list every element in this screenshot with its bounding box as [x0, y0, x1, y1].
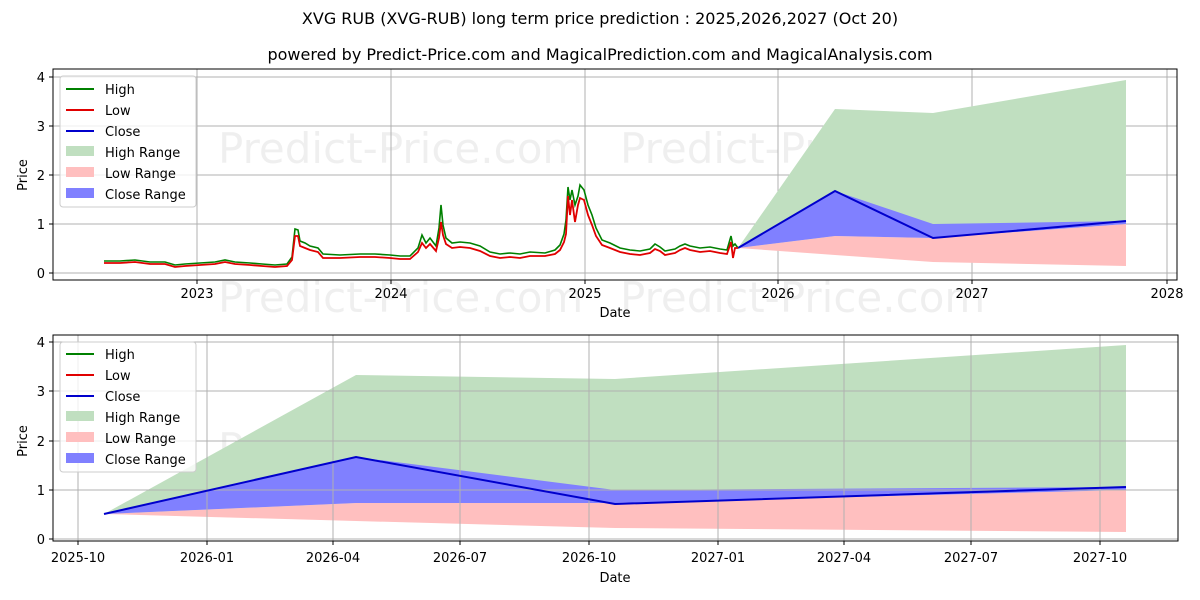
x-tick-label: 2027-04 [817, 551, 871, 566]
bottom-x-ticks [77, 541, 1101, 545]
y-tick-label: 4 [37, 71, 45, 86]
legend-close-label: Close [105, 390, 140, 405]
close-forecast-line [737, 189, 1127, 249]
y-axis-label: Price [16, 425, 31, 457]
top-chart: Predict-Price.com Predict-Price.com Pred… [16, 68, 1184, 322]
y-tick-label: 3 [37, 120, 45, 135]
y-tick-label: 0 [37, 267, 45, 282]
x-axis-label: Date [599, 571, 630, 586]
low-line [104, 195, 738, 268]
legend-high-range-swatch [66, 146, 94, 156]
x-tick-label: 2023 [180, 287, 213, 302]
legend-close-label: Close [105, 125, 140, 140]
y-tick-label: 0 [37, 533, 45, 548]
x-tick-label: 2024 [374, 287, 407, 302]
x-tick-label: 2025 [568, 287, 601, 302]
y-axis-label: Price [16, 159, 31, 191]
bottom-y-ticks [49, 341, 53, 540]
bottom-axes-frame [52, 334, 1179, 542]
high-line [104, 183, 739, 266]
legend-close-range-label: Close Range [105, 188, 186, 203]
top-x-ticks [196, 280, 1168, 284]
chart-subtitle: powered by Predict-Price.com and Magical… [267, 45, 933, 64]
top-legend: High Low Close High Range Low Range Clos… [59, 75, 197, 208]
legend-high-label: High [105, 83, 135, 98]
x-tick-label: 2026 [761, 287, 794, 302]
legend-close-range-swatch [66, 453, 94, 463]
x-tick-label: 2026-01 [180, 551, 234, 566]
x-tick-label: 2027-07 [944, 551, 998, 566]
watermark: Predict-Price.com [218, 273, 583, 322]
low-range-area [104, 490, 1126, 532]
legend-low-label: Low [105, 104, 131, 119]
x-tick-label: 2026-10 [562, 551, 616, 566]
legend-high-range-swatch [66, 411, 94, 421]
legend-low-range-swatch [66, 432, 94, 442]
y-tick-label: 1 [37, 484, 45, 499]
x-tick-label: 2026-07 [433, 551, 487, 566]
x-axis-label: Date [599, 306, 630, 321]
legend-high-range-label: High Range [105, 411, 180, 426]
x-tick-label: 2027-10 [1073, 551, 1127, 566]
x-tick-label: 2027-01 [691, 551, 745, 566]
close-range-area [104, 457, 1126, 514]
top-y-ticks [49, 76, 53, 274]
legend-high-range-label: High Range [105, 146, 180, 161]
watermark: Predict-Price.com [620, 273, 985, 322]
legend-high-label: High [105, 348, 135, 363]
legend-low-label: Low [105, 369, 131, 384]
y-tick-label: 2 [37, 169, 45, 184]
close-range-area [738, 191, 1126, 248]
y-tick-label: 3 [37, 385, 45, 400]
x-tick-label: 2028 [1150, 287, 1183, 302]
bottom-grid [53, 335, 1178, 541]
legend-low-range-label: Low Range [105, 432, 176, 447]
x-tick-label: 2026-04 [306, 551, 360, 566]
y-tick-label: 4 [37, 336, 45, 351]
y-tick-label: 2 [37, 435, 45, 450]
legend-close-range-swatch [66, 188, 94, 198]
low-range-area [738, 224, 1126, 266]
bottom-legend: High Low Close High Range Low Range Clos… [59, 341, 197, 473]
watermark: Predict-Price.com [218, 124, 583, 173]
bottom-chart: Predict-Price.com Predict-Price.com [16, 334, 1179, 586]
y-tick-label: 1 [37, 218, 45, 233]
legend-close-range-label: Close Range [105, 453, 186, 468]
x-tick-label: 2025-10 [51, 551, 105, 566]
close-forecast-line [103, 455, 1127, 515]
chart-title: XVG RUB (XVG-RUB) long term price predic… [301, 9, 899, 28]
x-tick-label: 2027 [955, 287, 988, 302]
legend-low-range-swatch [66, 167, 94, 177]
legend-low-range-label: Low Range [105, 167, 176, 182]
